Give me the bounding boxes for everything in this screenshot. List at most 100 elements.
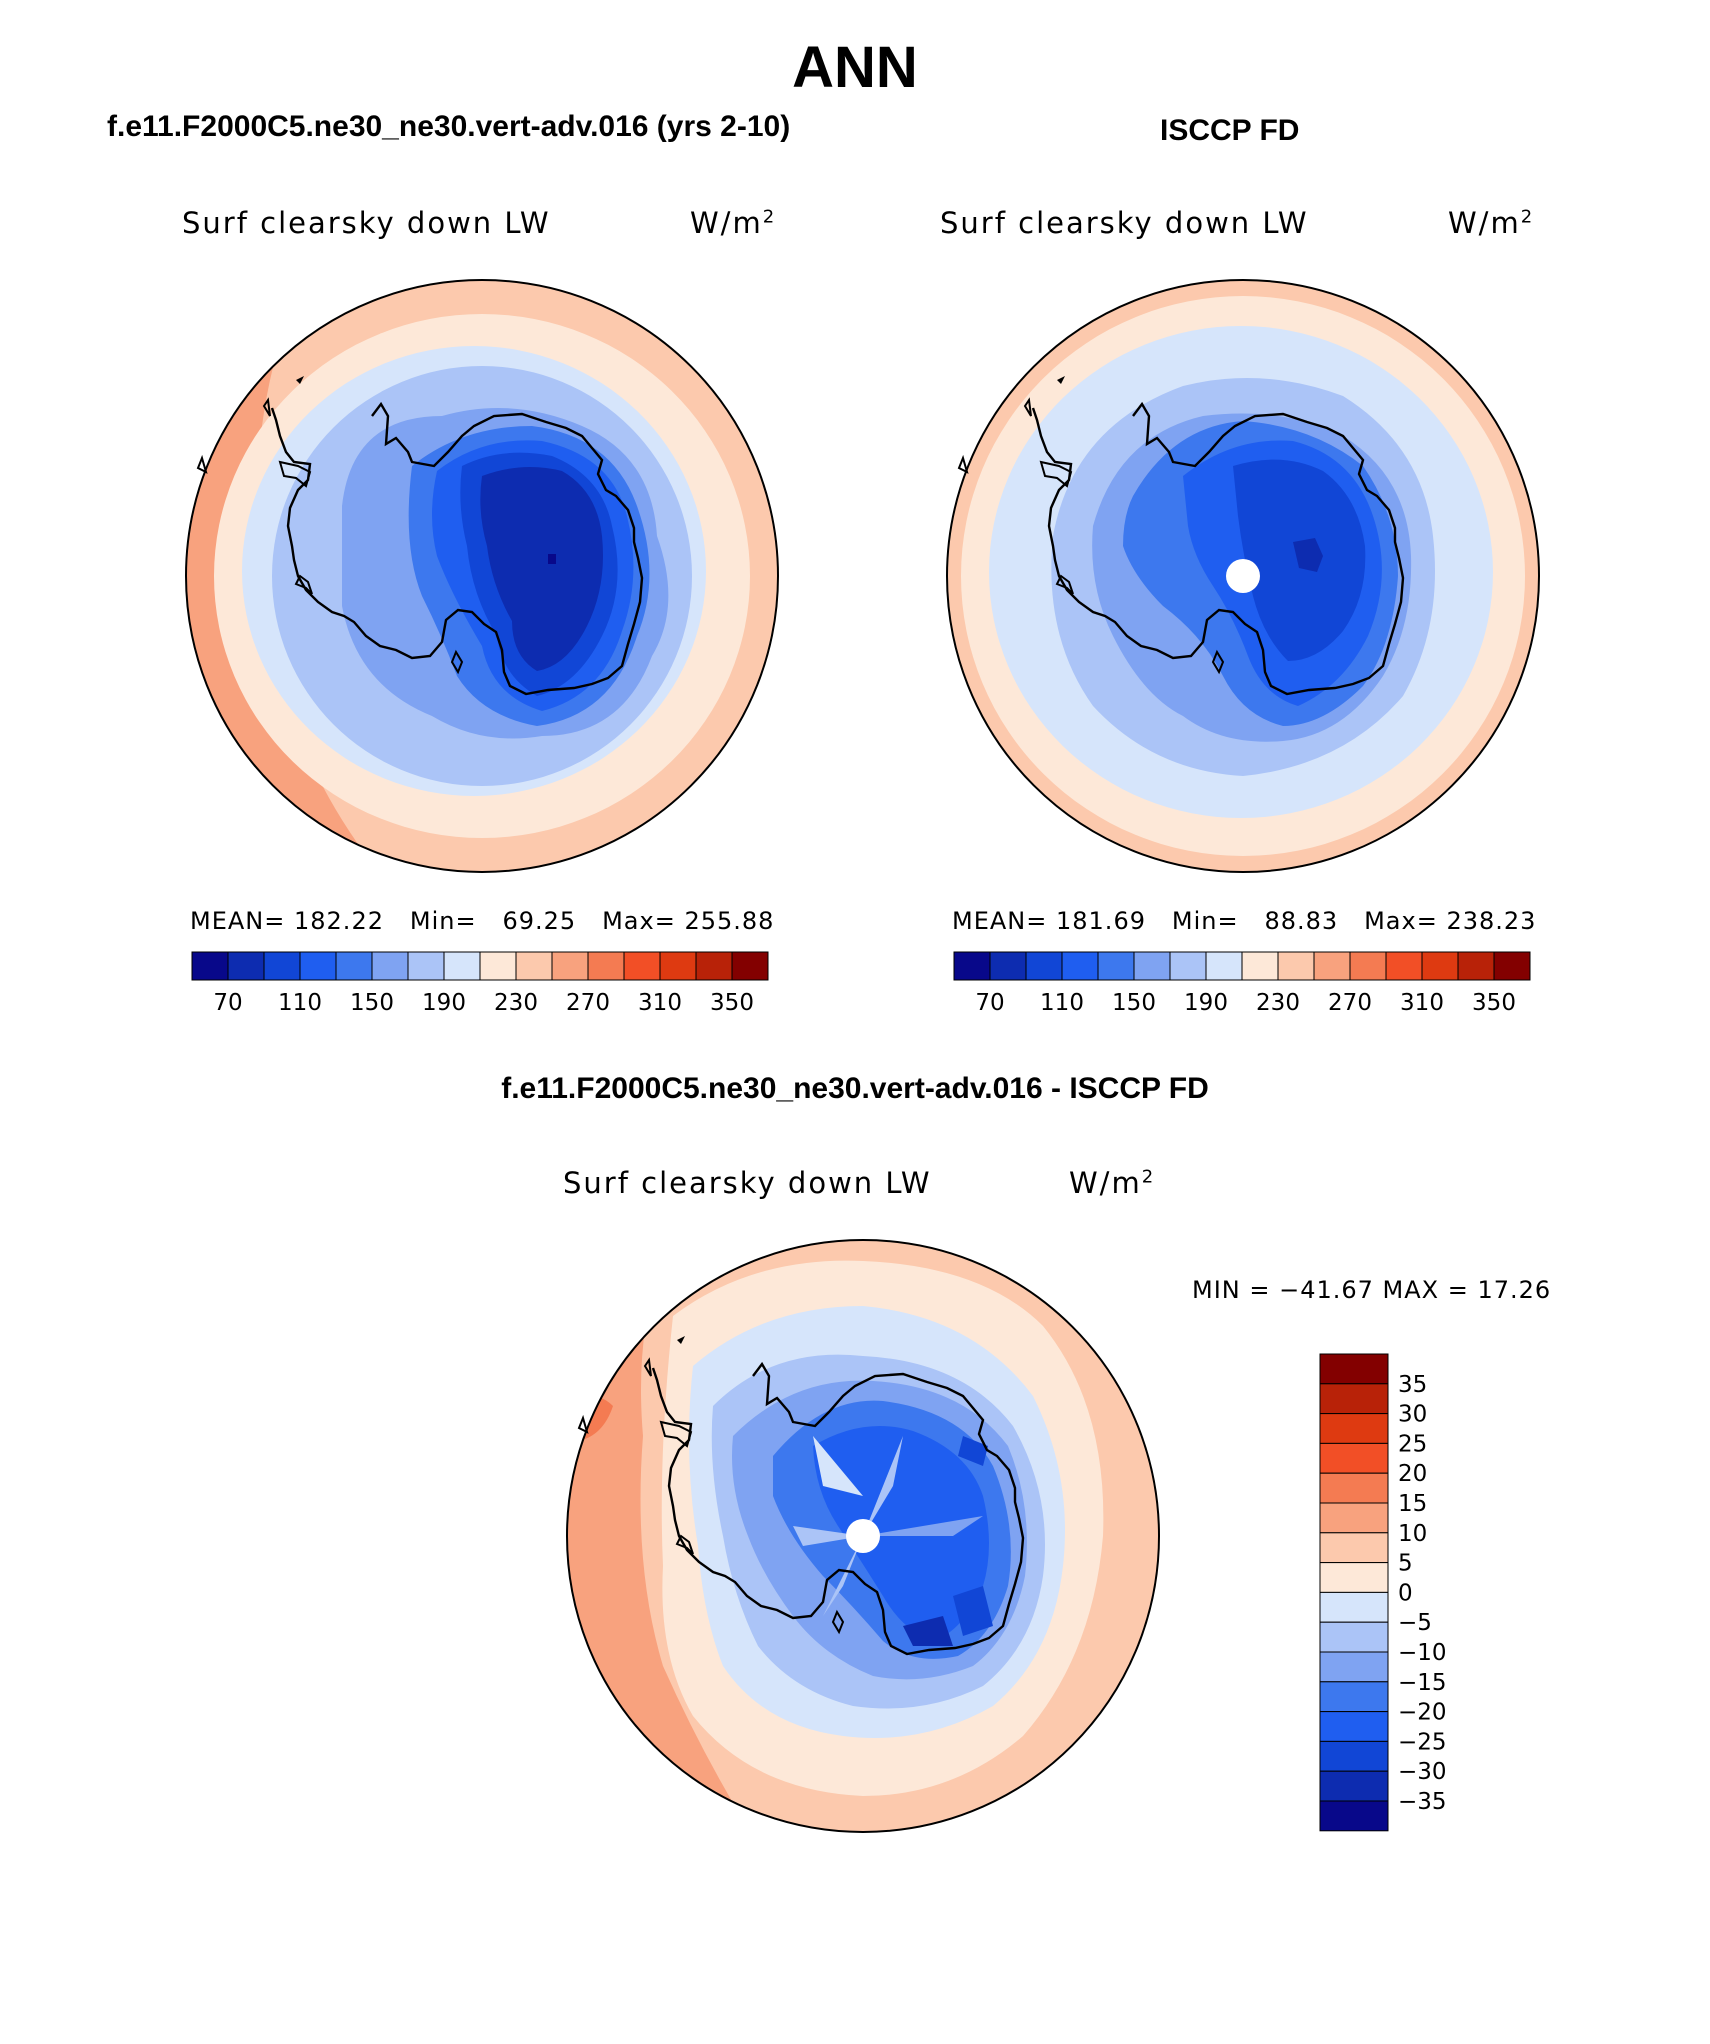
model-colorbar-swatch: [659, 951, 697, 981]
diff-colorbar-tick-label: −25: [1398, 1729, 1447, 1755]
model-colorbar-swatch: [695, 951, 733, 981]
obs-colorbar-swatch: [1025, 951, 1063, 981]
obs-colorbar-tick-label: 150: [1112, 990, 1156, 1016]
diff-colorbar-tick-label: 35: [1398, 1372, 1427, 1398]
obs-colorbar-swatch: [1241, 951, 1279, 981]
obs-colorbar-swatch: [1169, 951, 1207, 981]
diff-colorbar-swatch: [1319, 1532, 1389, 1564]
obs-coastline: [1031, 401, 1405, 696]
model-stats: MEAN= 182.22 Min= 69.25 Max= 255.88: [190, 907, 775, 935]
diff-polar-map: [566, 1239, 1160, 1833]
diff-units-label: W/m2: [1069, 1166, 1156, 1200]
obs-colorbar-tick-label: 310: [1400, 990, 1444, 1016]
model-colorbar-tick-label: 110: [278, 990, 322, 1016]
diff-colorbar-tick-label: 30: [1398, 1402, 1427, 1428]
diff-colorbar-tick-label: 10: [1398, 1521, 1427, 1547]
diff-pole-mask: [846, 1519, 880, 1553]
model-panel-header: f.e11.F2000C5.ne30_ne30.vert-adv.016 (yr…: [107, 110, 791, 143]
diff-colorbar-tick-label: −10: [1398, 1640, 1447, 1666]
diff-colorbar-tick-label: 15: [1398, 1491, 1427, 1517]
obs-colorbar-tick-label: 230: [1256, 990, 1300, 1016]
model-colorbar-swatch: [479, 951, 517, 981]
model-polar-map: [185, 279, 779, 873]
obs-colorbar-swatch: [1097, 951, 1135, 981]
model-colorbar-swatch: [263, 951, 301, 981]
obs-polar-map: [946, 279, 1540, 873]
diff-colorbar-swatch: [1319, 1383, 1389, 1415]
diff-colorbar-swatch: [1319, 1562, 1389, 1593]
obs-colorbar-swatch: [1457, 951, 1495, 981]
diff-panel-header: f.e11.F2000C5.ne30_ne30.vert-adv.016 - I…: [501, 1072, 1209, 1105]
diff-colorbar-swatch: [1319, 1353, 1389, 1385]
diff-colorbar-swatch: [1319, 1740, 1389, 1772]
obs-colorbar-tick-label: 70: [975, 990, 1004, 1016]
model-colorbar-swatch: [731, 951, 769, 981]
model-colorbar-swatch: [623, 951, 661, 981]
diff-colorbar-tick-label: 0: [1398, 1580, 1413, 1606]
figure-title: ANN: [792, 35, 918, 100]
obs-colorbar-swatch: [1277, 951, 1315, 981]
diff-colorbar-tick-label: −15: [1398, 1670, 1447, 1696]
obs-colorbar-swatch: [1061, 951, 1099, 981]
diff-colorbar-swatch: [1319, 1621, 1389, 1653]
model-colorbar-swatch: [443, 951, 481, 981]
obs-colorbar-swatch: [953, 951, 991, 981]
obs-colorbar-swatch: [1313, 951, 1351, 981]
obs-colorbar-tick-label: 350: [1472, 990, 1516, 1016]
diff-colorbar-swatch: [1319, 1711, 1389, 1742]
model-colorbar-swatch: [227, 951, 265, 981]
obs-colorbar-swatch: [1133, 951, 1171, 981]
model-colorbar-tick-label: 310: [638, 990, 682, 1016]
diff-colorbar: 35 30 25 20 15 10 5 0 −5 −10 −15 −20 −25 −30 −35: [1319, 1353, 1447, 1832]
obs-colorbar-tick-label: 110: [1040, 990, 1084, 1016]
model-colorbar-swatch: [515, 951, 553, 981]
obs-variable-label: Surf clearsky down LW: [940, 206, 1309, 240]
obs-pole-mask: [1226, 559, 1260, 593]
diff-colorbar-swatch: [1319, 1681, 1389, 1713]
model-colorbar-tick-label: 190: [422, 990, 466, 1016]
obs-colorbar-swatch: [1493, 951, 1531, 981]
obs-units-label: W/m2: [1448, 206, 1535, 240]
diff-colorbar-tick-label: 5: [1398, 1551, 1413, 1577]
model-colorbar-swatch: [587, 951, 625, 981]
model-colorbar-swatch: [551, 951, 589, 981]
diff-coastline: [651, 1361, 1025, 1656]
model-colorbar-swatch: [371, 951, 409, 981]
model-colorbar: 70 110 150 190 230 270 310 350: [191, 951, 769, 1016]
diff-colorbar-swatch: [1319, 1442, 1389, 1474]
diff-colorbar-tick-label: 25: [1398, 1431, 1427, 1457]
model-colorbar-swatch: [299, 951, 337, 981]
obs-colorbar-swatch: [1349, 951, 1387, 981]
diff-colorbar-tick-label: 20: [1398, 1461, 1427, 1487]
obs-colorbar-swatch: [1205, 951, 1243, 981]
diff-colorbar-swatch: [1319, 1502, 1389, 1534]
model-colorbar-swatch: [191, 951, 229, 981]
diff-colorbar-swatch: [1319, 1800, 1389, 1832]
obs-colorbar-swatch: [1385, 951, 1423, 981]
model-colorbar-tick-label: 350: [710, 990, 754, 1016]
obs-colorbar: 70 110 150 190 230 270 310 350: [953, 951, 1531, 1016]
diff-colorbar-tick-label: −30: [1398, 1759, 1447, 1785]
obs-colorbar-swatch: [989, 951, 1027, 981]
model-coastline: [270, 401, 644, 696]
model-units-label: W/m2: [690, 206, 777, 240]
model-colorbar-swatch: [335, 951, 373, 981]
model-colorbar-swatch: [407, 951, 445, 981]
diff-colorbar-swatch: [1319, 1472, 1389, 1504]
diff-colorbar-swatch: [1319, 1770, 1389, 1802]
diff-colorbar-tick-label: −35: [1398, 1789, 1447, 1815]
obs-colorbar-swatch: [1421, 951, 1459, 981]
diff-colorbar-tick-label: −20: [1398, 1700, 1447, 1726]
obs-colorbar-tick-label: 190: [1184, 990, 1228, 1016]
model-colorbar-tick-label: 270: [566, 990, 610, 1016]
model-colorbar-tick-label: 150: [350, 990, 394, 1016]
model-colorbar-tick-label: 70: [213, 990, 242, 1016]
diff-colorbar-swatch: [1319, 1413, 1389, 1444]
model-colorbar-tick-label: 230: [494, 990, 538, 1016]
diff-minmax: MIN = −41.67 MAX = 17.26: [1192, 1276, 1552, 1304]
diff-variable-label: Surf clearsky down LW: [563, 1166, 932, 1200]
model-variable-label: Surf clearsky down LW: [182, 206, 551, 240]
diff-colorbar-tick-label: −5: [1398, 1610, 1432, 1636]
diff-colorbar-swatch: [1319, 1591, 1389, 1623]
obs-panel-header: ISCCP FD: [1160, 114, 1300, 147]
